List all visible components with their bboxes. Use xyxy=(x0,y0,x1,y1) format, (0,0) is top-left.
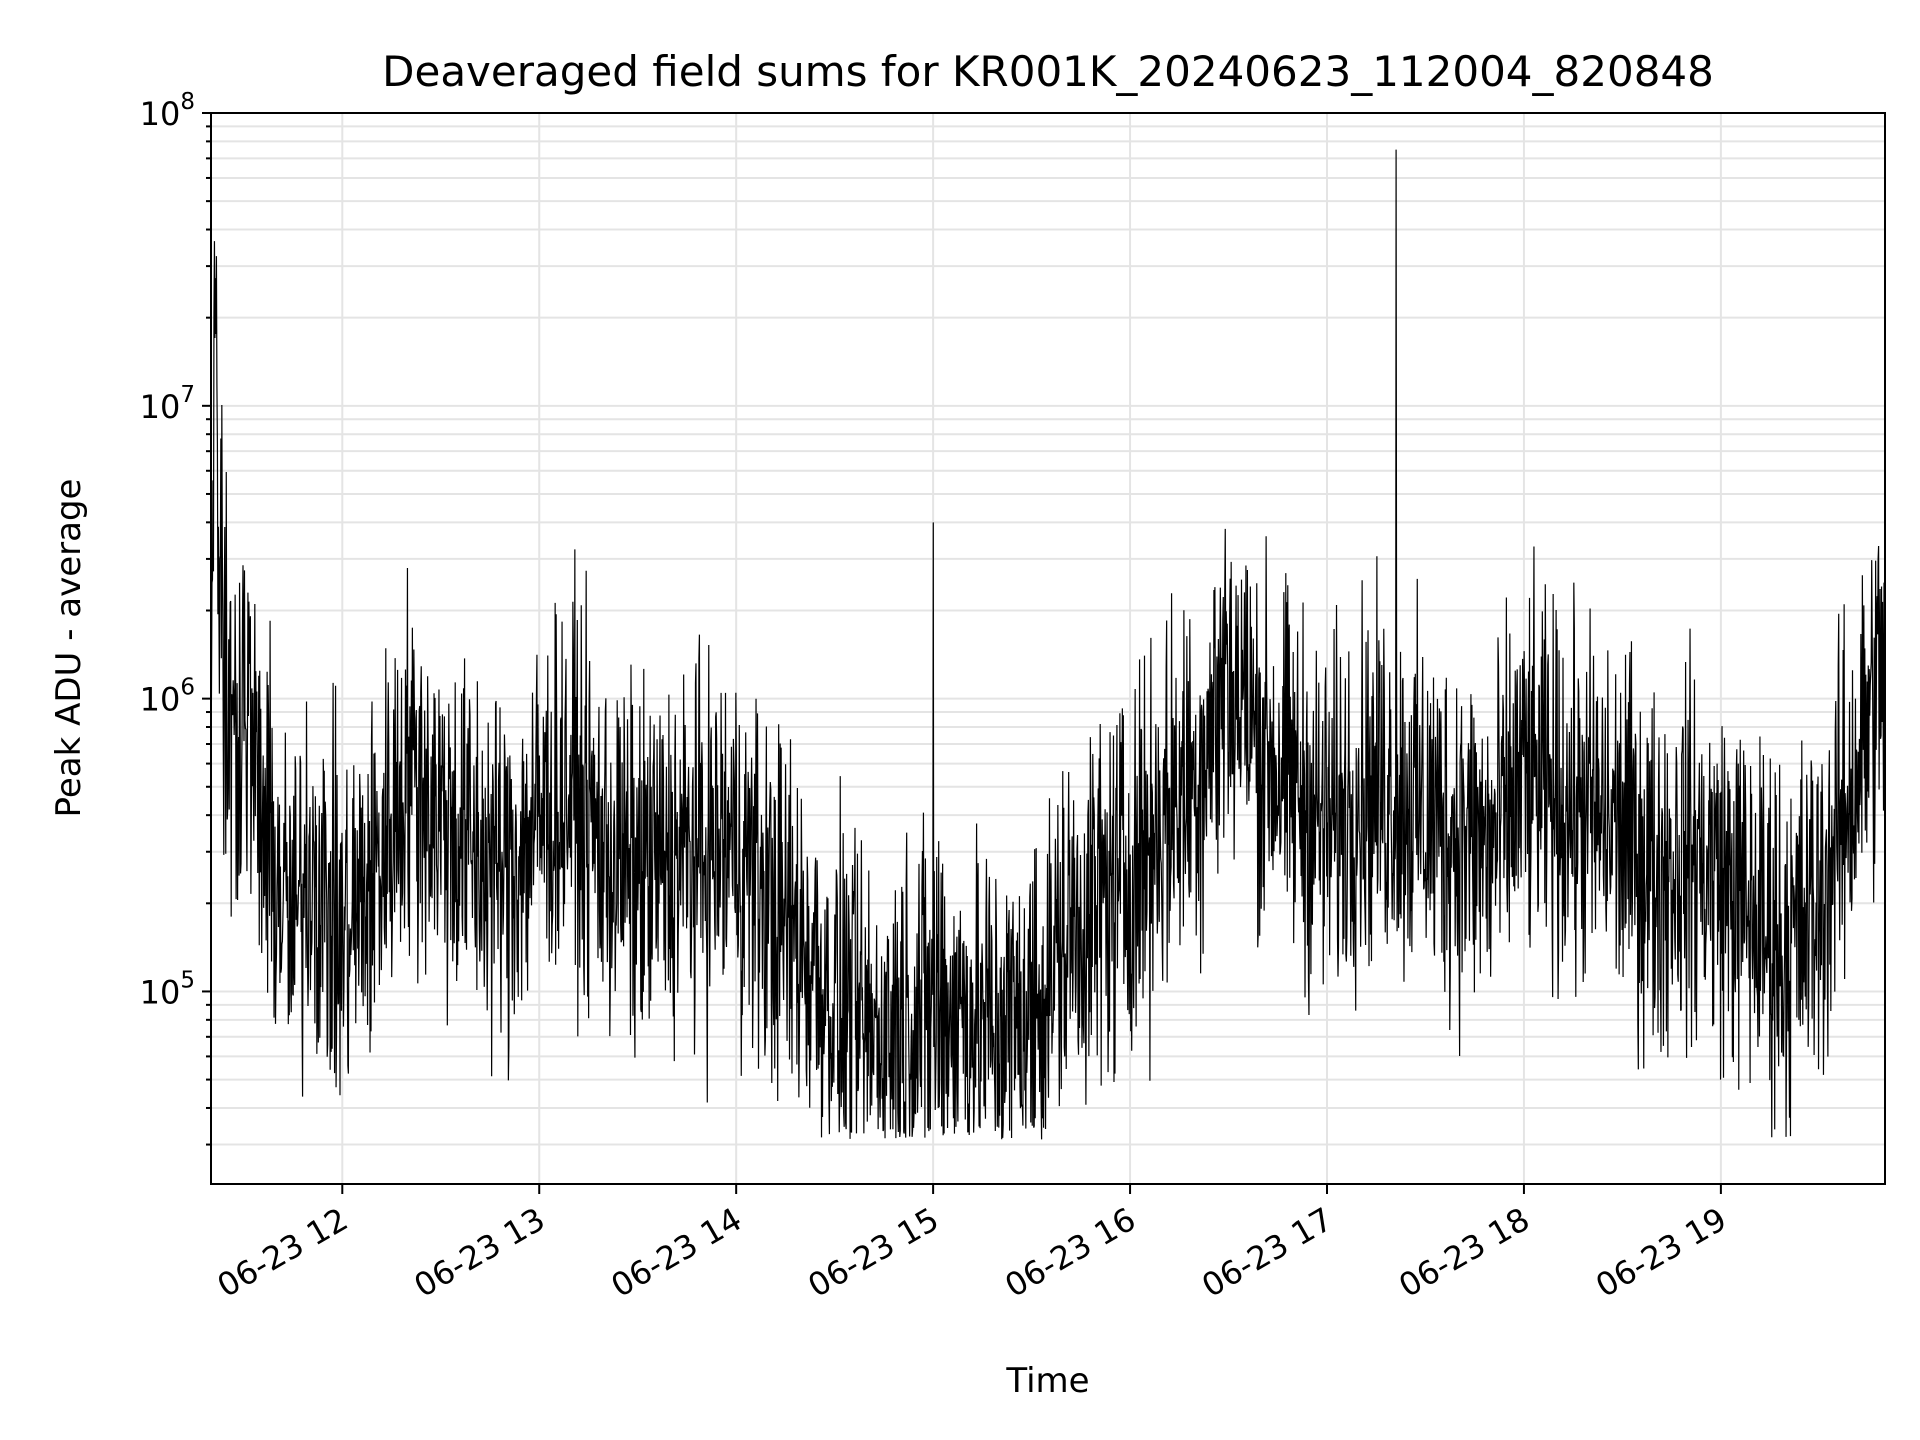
y-tick-exponent: 5 xyxy=(180,967,195,993)
series-layer xyxy=(210,149,1886,1140)
y-tick-exponent: 7 xyxy=(180,382,195,408)
series-line xyxy=(210,149,1886,1140)
x-axis-label: Time xyxy=(1005,1361,1089,1401)
y-tick-exponent: 8 xyxy=(180,89,195,115)
plot-frame xyxy=(210,112,1886,1185)
y-tick-label: 108 xyxy=(140,89,195,133)
chart-title: Deaveraged field sums for KR001K_2024062… xyxy=(382,47,1714,96)
y-axis-label: Peak ADU - average xyxy=(49,479,89,818)
y-tick-exponent: 6 xyxy=(180,675,195,701)
